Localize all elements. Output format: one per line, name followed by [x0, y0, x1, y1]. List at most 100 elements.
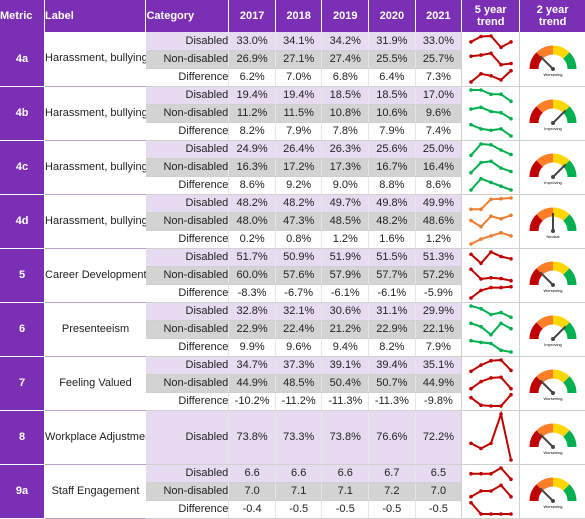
sparkline-point	[488, 341, 493, 346]
gauge-hub	[550, 499, 555, 503]
sparkline-point	[468, 242, 473, 246]
sparkline-point	[488, 109, 493, 114]
sparkline-point	[498, 285, 503, 290]
metric-id: 7	[0, 356, 46, 411]
category-cell: Difference	[145, 122, 229, 141]
sparkline-point	[488, 128, 493, 133]
sparkline-point	[468, 39, 473, 44]
five-year-trend-cell	[461, 410, 520, 465]
gauge-chart: Worsening	[529, 423, 577, 455]
category-cell: Difference	[145, 500, 229, 519]
sparkline-point	[478, 324, 483, 329]
value-cell: 7.4%	[414, 122, 462, 141]
gauge-hub	[550, 229, 555, 233]
sparkline-point	[508, 315, 513, 320]
sparkline-point	[478, 142, 483, 146]
gauge-hub	[550, 66, 555, 71]
gauge-chart: Improving	[529, 315, 577, 347]
gauge-segment	[552, 423, 570, 438]
category-cell: Difference	[145, 68, 229, 87]
two-year-trend-cell: Worsening	[519, 32, 585, 87]
sparkline-point	[498, 92, 503, 96]
sparkline-chart	[468, 142, 513, 192]
metric-id: 4b	[0, 86, 46, 141]
sparkline-point	[488, 92, 493, 96]
sparkline-point	[508, 234, 513, 238]
value-cell: 0.8%	[274, 230, 322, 249]
category-cell: Disabled	[145, 464, 229, 483]
value-cell: 6.5	[414, 464, 462, 483]
gauge-label: Improving	[544, 342, 562, 347]
metric-row: Non-disabled 60.0% 57.6% 57.9% 57.7% 57.2%	[0, 266, 585, 285]
sparkline-point	[478, 207, 483, 212]
value-cell: 26.4%	[274, 140, 322, 159]
value-cell: 39.1%	[321, 356, 369, 375]
header-five-year-line1: 5 year	[474, 4, 507, 16]
value-cell: 16.3%	[228, 158, 276, 177]
value-cell: 48.2%	[228, 194, 276, 213]
category-cell: Disabled	[145, 194, 229, 213]
value-cell: -0.5	[414, 500, 462, 519]
value-cell: -0.5	[368, 500, 416, 519]
value-cell: 6.4%	[368, 68, 416, 87]
sparkline-point	[468, 170, 473, 175]
metric-row: Non-disabled 26.9% 27.1% 27.4% 25.5% 25.7%	[0, 50, 585, 69]
value-cell: -9.8%	[414, 392, 462, 411]
gauge-hub	[550, 175, 555, 179]
value-cell: 8.2%	[228, 122, 276, 141]
sparkline-chart	[468, 250, 513, 300]
value-cell: 11.5%	[274, 104, 322, 123]
gauge-hub	[550, 121, 555, 125]
gauge-label: Worsening	[543, 504, 562, 509]
sparkline-point	[498, 404, 503, 408]
sparkline-point	[488, 376, 493, 380]
sparkline-point	[468, 304, 473, 308]
sparkline-point	[508, 188, 513, 192]
metric-label: Feeling Valued	[44, 356, 146, 411]
value-cell: 0.2%	[228, 230, 276, 249]
value-cell: 19.4%	[228, 86, 276, 105]
value-cell: 21.2%	[321, 320, 369, 339]
metric-row: Difference 6.2% 7.0% 6.8% 6.4% 7.3%	[0, 68, 585, 87]
value-cell: 22.4%	[274, 320, 322, 339]
sparkline-chart	[468, 196, 513, 246]
metric-row: Non-disabled 48.0% 47.3% 48.5% 48.2% 48.6%	[0, 212, 585, 231]
value-cell: 9.6%	[274, 338, 322, 357]
sparkline-point	[478, 340, 483, 345]
gauge-label: Neutral	[546, 234, 559, 239]
gauge-segment	[552, 369, 570, 384]
gauge-segment	[529, 160, 543, 178]
metric-label: Presenteeism	[44, 302, 146, 357]
sparkline-chart	[468, 411, 513, 462]
value-cell: 49.9%	[414, 194, 462, 213]
sparkline-point	[498, 110, 503, 115]
value-cell: 7.1	[274, 482, 322, 501]
metric-row: Non-disabled 22.9% 22.4% 21.2% 22.9% 22.1%	[0, 320, 585, 339]
gauge-needle	[551, 163, 566, 178]
five-year-trend-cell	[461, 140, 520, 195]
gauge-segment	[552, 477, 570, 492]
two-year-trend-cell: Worsening	[519, 356, 585, 411]
gauge-segment	[535, 207, 553, 222]
gauge-segment	[562, 268, 577, 286]
value-cell: 48.5%	[274, 374, 322, 393]
five-year-trend-cell	[461, 194, 520, 249]
sparkline-point	[498, 412, 503, 416]
gauge-hub	[550, 283, 555, 287]
sparkline-point	[478, 160, 483, 165]
category-cell: Disabled	[145, 248, 229, 267]
gauge-segment	[535, 153, 553, 168]
value-cell: 7.9%	[274, 122, 322, 141]
sparkline-point	[508, 326, 513, 331]
value-cell: 30.6%	[321, 302, 369, 321]
sparkline-point	[508, 392, 513, 397]
sparkline-point	[478, 277, 483, 281]
metric-row: 6 Presenteeism Disabled 32.8% 32.1% 30.6% 31.1…	[0, 302, 585, 357]
sparkline-point	[468, 369, 473, 374]
gauge-segment	[529, 268, 543, 286]
value-cell: 25.7%	[414, 50, 462, 69]
sparkline-point	[468, 494, 473, 499]
gauge-segment	[535, 99, 553, 114]
metric-id: 5	[0, 248, 46, 303]
sparkline-point	[488, 489, 493, 493]
